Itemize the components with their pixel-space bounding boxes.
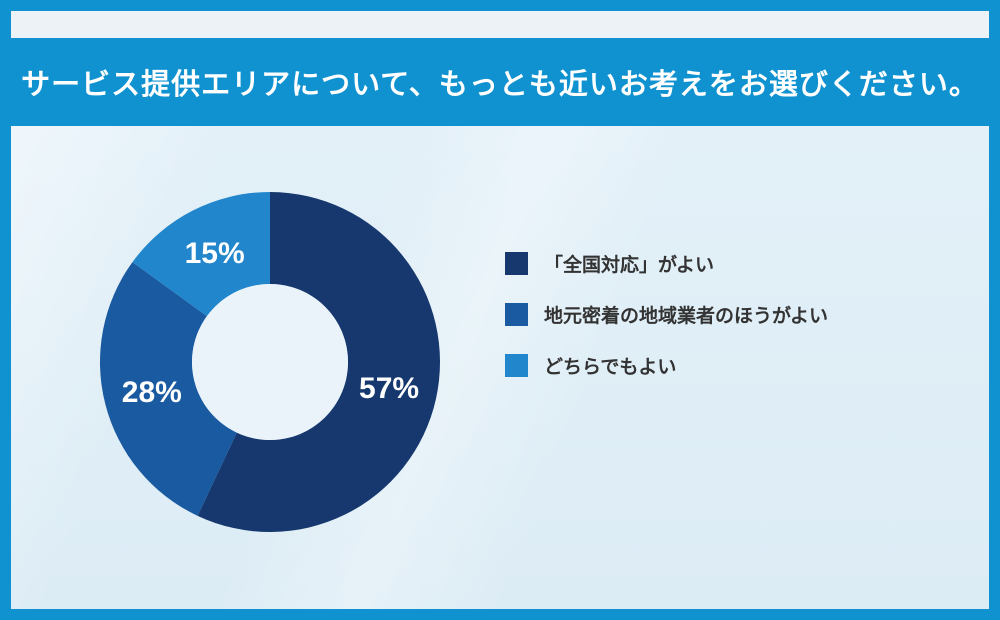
donut-slice-2 [132, 192, 270, 317]
donut-slice-0 [197, 192, 440, 532]
legend-swatch [505, 252, 528, 275]
donut-hole [192, 284, 348, 440]
slice-percent-label: 15% [185, 237, 245, 270]
legend-label: 「全国対応」がよい [544, 255, 715, 276]
legend-row: 「全国対応」がよい [505, 252, 828, 276]
legend-label: 地元密着の地域業者のほうがよい [544, 306, 829, 327]
top-strip [0, 0, 1000, 38]
page-title: サービス提供エリアについて、もっとも近いお考えをお選びください。 [21, 69, 979, 101]
legend-row: どちらでもよい [505, 354, 828, 378]
donut-slice-1 [100, 262, 237, 516]
donut-chart: 57% 28% 15% [100, 192, 440, 532]
title-banner: サービス提供エリアについて、もっとも近いお考えをお選びください。 [0, 38, 1000, 126]
donut-chart-region: 57% 28% 15% [100, 192, 440, 532]
legend-label: どちらでもよい [544, 357, 677, 378]
legend-swatch [505, 303, 528, 326]
chart-legend: 「全国対応」がよい 地元密着の地域業者のほうがよい どちらでもよい [505, 252, 829, 378]
slice-percent-label: 57% [359, 372, 419, 405]
slice-percent-label: 28% [122, 376, 182, 409]
legend-row: 地元密着の地域業者のほうがよい [505, 303, 829, 327]
content-area: 57% 28% 15% 「全国対応」がよい 地元密着の地域業者のほうがよい どちらで… [0, 126, 1000, 620]
legend-swatch [505, 354, 528, 377]
